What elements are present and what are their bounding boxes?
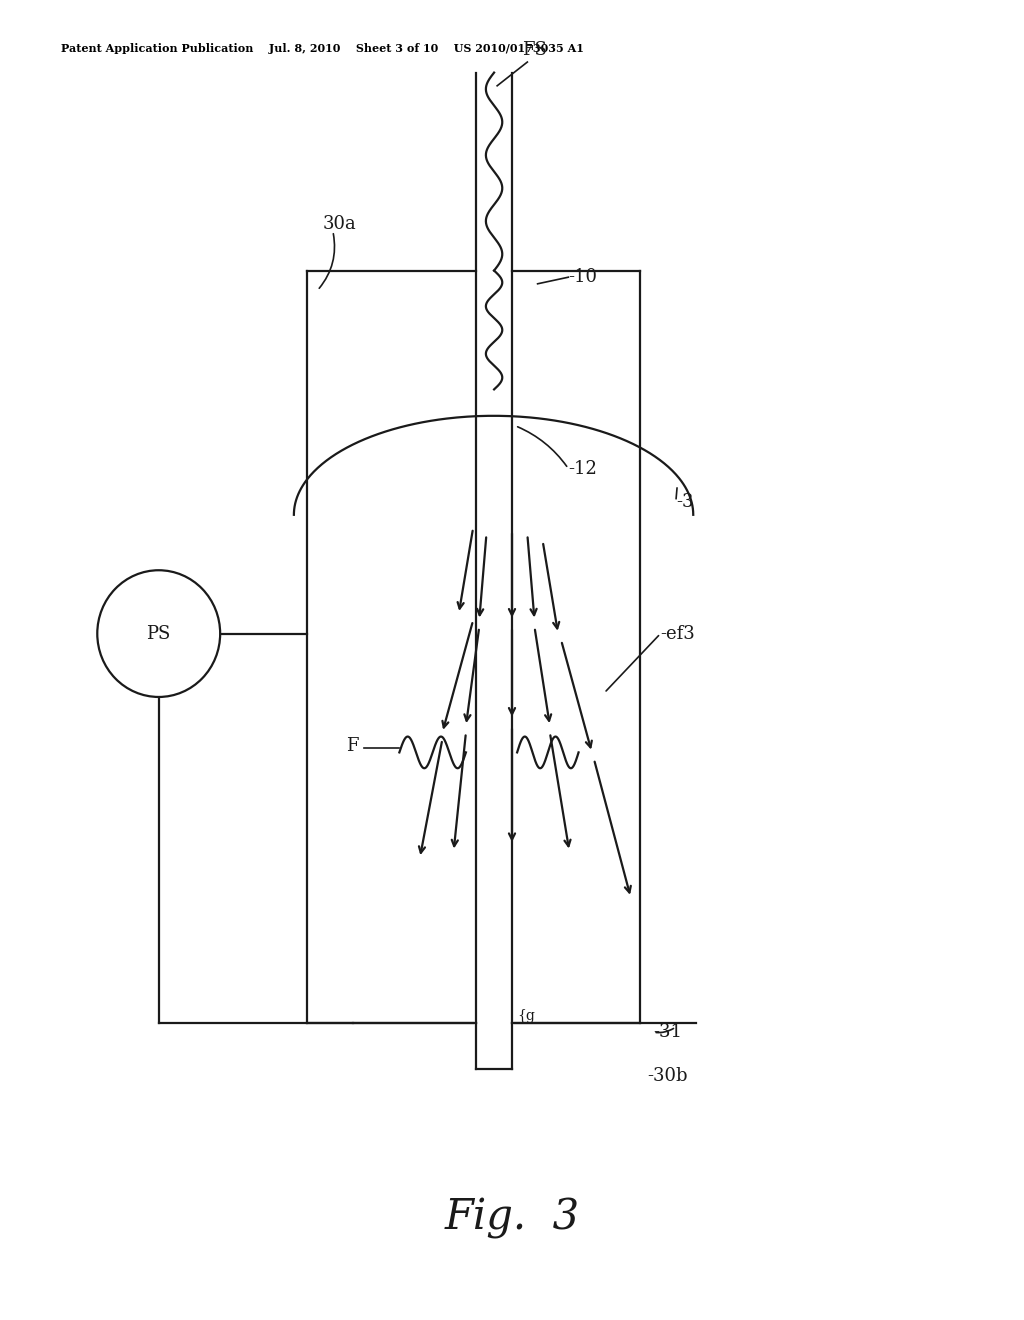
Text: -ef3: -ef3: [660, 624, 695, 643]
Text: F: F: [346, 737, 358, 755]
Ellipse shape: [97, 570, 220, 697]
Text: -30b: -30b: [647, 1067, 688, 1085]
Text: {g: {g: [517, 1010, 535, 1023]
Text: -31: -31: [653, 1023, 682, 1041]
Text: -10: -10: [568, 268, 597, 286]
Text: PS: PS: [146, 624, 171, 643]
Text: Fig.  3: Fig. 3: [444, 1197, 580, 1239]
Text: -12: -12: [568, 459, 597, 478]
Text: FS: FS: [522, 41, 547, 59]
Text: Patent Application Publication    Jul. 8, 2010    Sheet 3 of 10    US 2010/01730: Patent Application Publication Jul. 8, 2…: [61, 44, 585, 54]
Text: 30a: 30a: [323, 215, 356, 234]
Text: -3: -3: [676, 492, 693, 511]
